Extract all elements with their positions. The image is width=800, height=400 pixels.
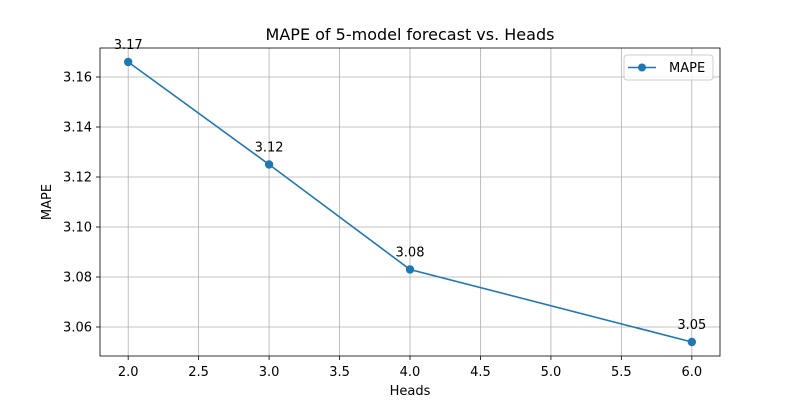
axes: 2.0 2.5 3.0 3.5 4.0 4.5 5.0 5.5 6.0 3.06 3.08 3.10 3… bbox=[63, 47, 721, 380]
legend-entry-label: MAPE bbox=[669, 61, 705, 76]
y-axis-label: MAPE bbox=[40, 184, 55, 220]
series-line bbox=[127, 61, 693, 343]
x-tick-label: 2.5 bbox=[188, 365, 209, 380]
data-point bbox=[687, 337, 697, 347]
data-label: 3.17 bbox=[114, 38, 143, 53]
x-tick-label: 5.0 bbox=[541, 365, 562, 380]
x-tick-label: 3.0 bbox=[259, 365, 280, 380]
data-label: 3.05 bbox=[677, 318, 706, 333]
y-tick-label: 3.08 bbox=[63, 271, 92, 286]
chart-title: MAPE of 5-model forecast vs. Heads bbox=[266, 25, 555, 44]
y-tick-label: 3.16 bbox=[63, 71, 92, 86]
legend-box bbox=[623, 54, 714, 81]
x-tick-label: 4.0 bbox=[400, 365, 421, 380]
x-axis-label: Heads bbox=[390, 384, 431, 399]
plot-frame bbox=[99, 47, 721, 357]
y-tick-label: 3.06 bbox=[63, 321, 92, 336]
series-layer bbox=[123, 57, 697, 347]
x-tick-label: 6.0 bbox=[681, 365, 702, 380]
data-label: 3.08 bbox=[396, 246, 425, 261]
y-tick-label: 3.14 bbox=[63, 121, 92, 136]
y-tick-label: 3.12 bbox=[63, 171, 92, 186]
data-point bbox=[264, 160, 274, 169]
x-tick-label: 2.0 bbox=[118, 365, 139, 380]
legend: MAPE bbox=[623, 54, 714, 81]
legend-marker-swatch bbox=[638, 63, 646, 72]
x-tick-label: 3.5 bbox=[329, 365, 350, 380]
y-tick-label: 3.10 bbox=[63, 221, 92, 236]
x-tick-label: 4.5 bbox=[470, 365, 491, 380]
data-label: 3.12 bbox=[255, 141, 284, 156]
data-point bbox=[123, 57, 133, 67]
data-labels: 3.17 3.12 3.08 3.05 bbox=[114, 38, 707, 333]
data-point bbox=[405, 265, 415, 274]
x-tick-label: 5.5 bbox=[611, 365, 632, 380]
grid bbox=[100, 48, 720, 356]
